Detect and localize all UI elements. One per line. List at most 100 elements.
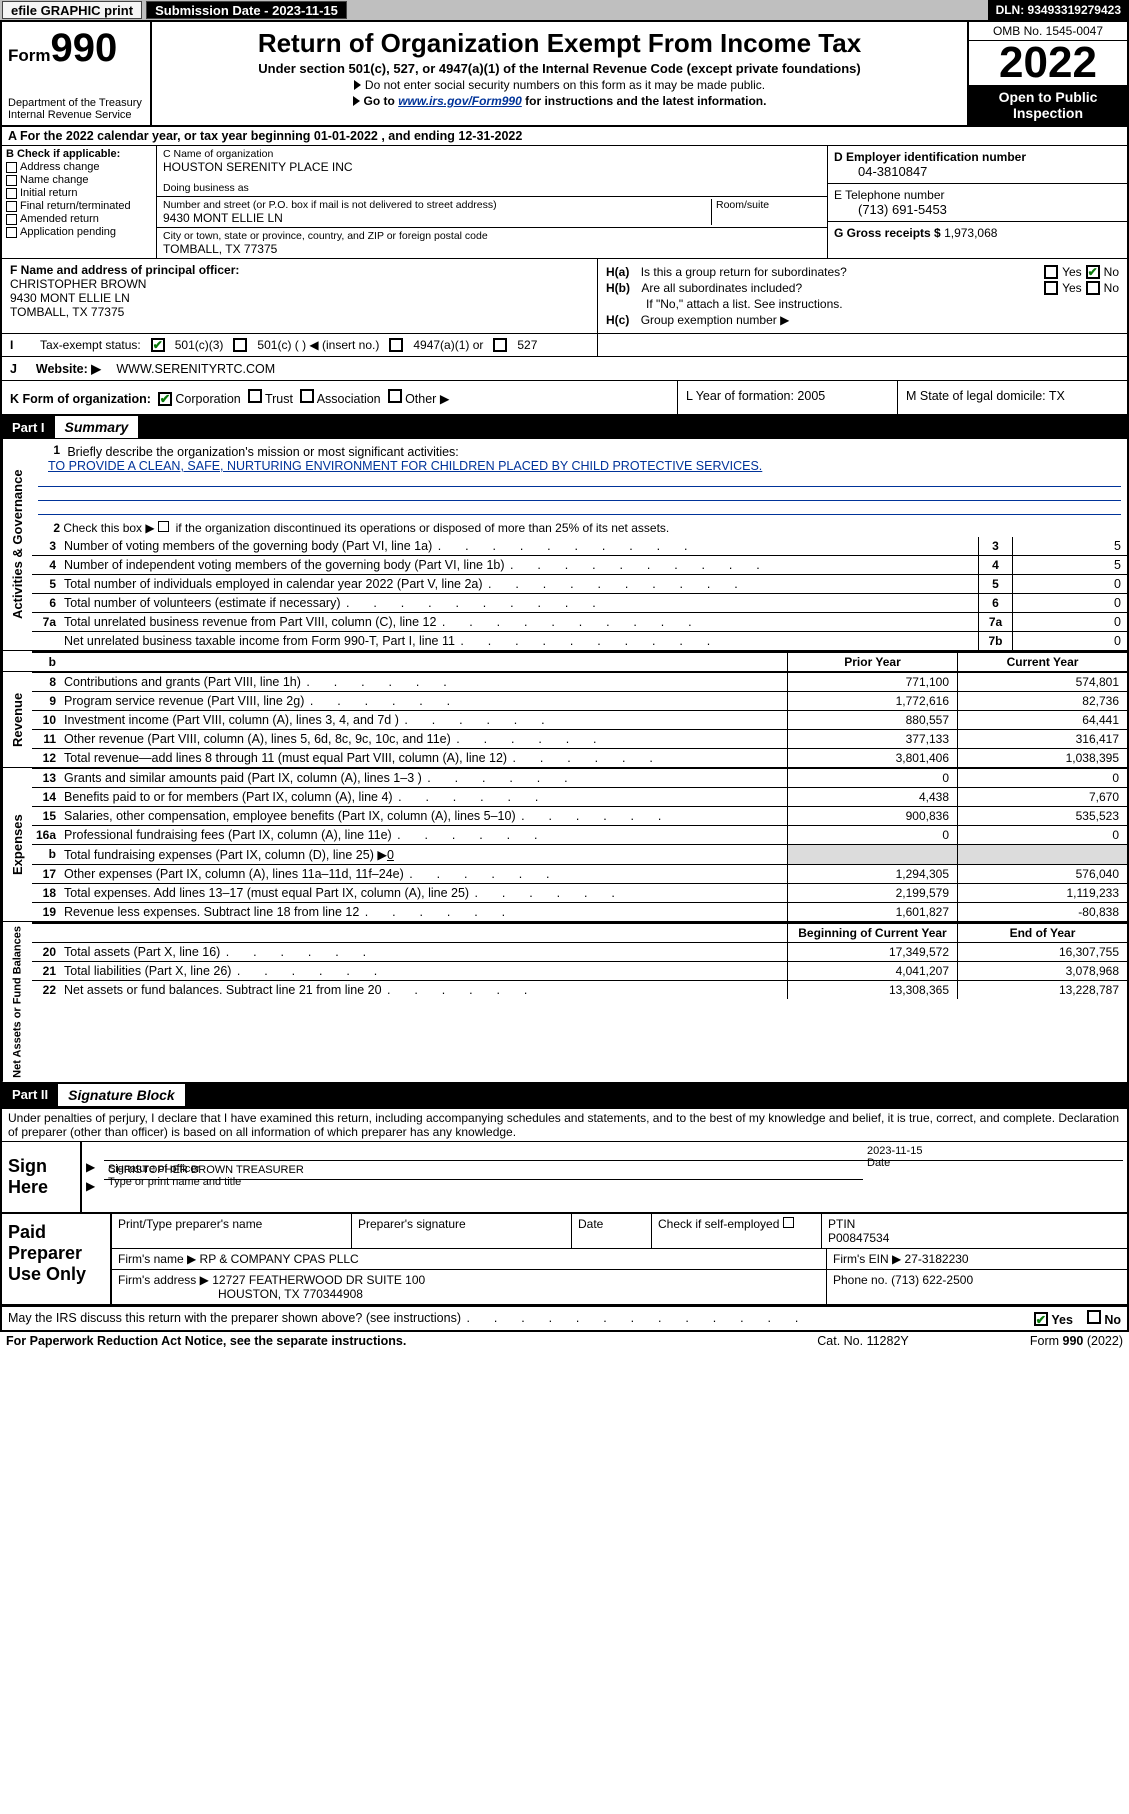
- prep-h2: Date: [572, 1214, 652, 1248]
- line-num: 22: [32, 981, 60, 999]
- checkbox-icon: [6, 175, 17, 186]
- c-addr-cell: Number and street (or P.O. box if mail i…: [157, 197, 827, 228]
- i-527-checkbox[interactable]: [493, 338, 507, 352]
- current-year-value: 1,038,395: [957, 749, 1127, 767]
- row-klm: K Form of organization: ✔ Corporation Tr…: [2, 381, 1127, 416]
- line-text: Program service revenue (Part VIII, line…: [60, 692, 787, 710]
- header-sub2: Do not enter social security numbers on …: [160, 78, 959, 92]
- current-year-value: 0: [957, 826, 1127, 844]
- l1-value: TO PROVIDE A CLEAN, SAFE, NURTURING ENVI…: [38, 459, 1121, 473]
- g-value: 1,973,068: [944, 226, 997, 240]
- toolbar-spacer: [349, 0, 988, 20]
- l16b-cy-blank: [957, 845, 1127, 864]
- line-2: 2 Check this box ▶ if the organization d…: [32, 515, 1127, 537]
- c-name-value: HOUSTON SERENITY PLACE INC: [163, 160, 821, 174]
- form-page: Form990 Department of the Treasury Inter…: [0, 22, 1129, 1332]
- k-cell: K Form of organization: ✔ Corporation Tr…: [2, 381, 677, 414]
- check-application-pending[interactable]: Application pending: [6, 226, 152, 238]
- m-cell: M State of legal domicile: TX: [897, 381, 1127, 414]
- gov-line: 6Total number of volunteers (estimate if…: [32, 593, 1127, 612]
- efile-print-button[interactable]: efile GRAPHIC print: [2, 1, 142, 19]
- line-colnum: 3: [978, 537, 1012, 555]
- line-text: Number of voting members of the governin…: [60, 537, 978, 555]
- check-name-change[interactable]: Name change: [6, 174, 152, 186]
- b-label: b: [32, 653, 60, 671]
- tax-year: 2022: [969, 41, 1127, 85]
- part-ii-header: Part II Signature Block: [2, 1084, 1127, 1107]
- i-501c-checkbox[interactable]: [233, 338, 247, 352]
- line-value: 0: [1012, 632, 1127, 650]
- check-address-change[interactable]: Address change: [6, 161, 152, 173]
- line-text: Professional fundraising fees (Part IX, …: [60, 826, 787, 844]
- line-text: Grants and similar amounts paid (Part IX…: [60, 769, 787, 787]
- data-line: 16aProfessional fundraising fees (Part I…: [32, 825, 1127, 844]
- vlabel-revenue: Revenue: [2, 672, 32, 767]
- sig-name-cell: CHRISTOPHER BROWN TREASURER Type or prin…: [104, 1179, 863, 1193]
- line-num: 19: [32, 903, 60, 921]
- gov-line: 3Number of voting members of the governi…: [32, 537, 1127, 555]
- g-label: G Gross receipts $: [834, 226, 941, 240]
- top-toolbar: efile GRAPHIC print Submission Date - 20…: [0, 0, 1129, 22]
- k-assoc-checkbox[interactable]: [300, 389, 314, 403]
- line-num: 20: [32, 943, 60, 961]
- prior-year-value: 900,836: [787, 807, 957, 825]
- i-501c3-checkbox[interactable]: ✔: [151, 338, 165, 352]
- line-num: 8: [32, 673, 60, 691]
- line-text: Investment income (Part VIII, column (A)…: [60, 711, 787, 729]
- hb-no-checkbox[interactable]: [1086, 281, 1100, 295]
- may-no-checkbox[interactable]: [1087, 1310, 1101, 1324]
- i-4947-checkbox[interactable]: [389, 338, 403, 352]
- paid-preparer-label: Paid Preparer Use Only: [2, 1214, 112, 1304]
- line-text: Contributions and grants (Part VIII, lin…: [60, 673, 787, 691]
- prior-year-value: 17,349,572: [787, 943, 957, 961]
- self-employed-checkbox[interactable]: [783, 1217, 794, 1228]
- e-value: (713) 691-5453: [834, 202, 1121, 217]
- gov-line: 4Number of independent voting members of…: [32, 555, 1127, 574]
- line-value: 0: [1012, 594, 1127, 612]
- k-corp-checkbox[interactable]: ✔: [158, 392, 172, 406]
- line-num: 13: [32, 769, 60, 787]
- k-other-checkbox[interactable]: [388, 389, 402, 403]
- l2-checkbox[interactable]: [158, 521, 169, 532]
- ha-no-checkbox[interactable]: ✔: [1086, 265, 1100, 279]
- check-amended[interactable]: Amended return: [6, 213, 152, 225]
- prep-addr: Firm's address ▶ 12727 FEATHERWOOD DR SU…: [112, 1270, 827, 1304]
- c-name-cell: C Name of organization HOUSTON SERENITY …: [157, 146, 827, 197]
- c-addr-label: Number and street (or P.O. box if mail i…: [163, 199, 711, 211]
- current-year-value: 64,441: [957, 711, 1127, 729]
- current-year-value: 7,670: [957, 788, 1127, 806]
- dln-label: DLN: 93493319279423: [988, 0, 1129, 20]
- line-text: Total number of individuals employed in …: [60, 575, 978, 593]
- data-line: 15Salaries, other compensation, employee…: [32, 806, 1127, 825]
- arrow-icon: ▶: [86, 1160, 104, 1177]
- checkbox-icon: [6, 188, 17, 199]
- na-header-row: Beginning of Current Year End of Year: [32, 922, 1127, 942]
- current-year-value: -80,838: [957, 903, 1127, 921]
- check-final-return[interactable]: Final return/terminated: [6, 200, 152, 212]
- irs-link[interactable]: www.irs.gov/Form990: [398, 94, 522, 108]
- i-label: Tax-exempt status:: [40, 338, 141, 352]
- data-line: 17Other expenses (Part IX, column (A), l…: [32, 864, 1127, 883]
- row-a-period: A For the 2022 calendar year, or tax yea…: [2, 127, 1127, 146]
- data-line: 10Investment income (Part VIII, column (…: [32, 710, 1127, 729]
- sect-expenses: Expenses 13Grants and similar amounts pa…: [2, 768, 1127, 922]
- line-num: [32, 632, 60, 650]
- ha-yes-checkbox[interactable]: [1044, 265, 1058, 279]
- i-opt1: 501(c)(3): [175, 338, 224, 352]
- hb-yes-checkbox[interactable]: [1044, 281, 1058, 295]
- current-year-value: 535,523: [957, 807, 1127, 825]
- l1-label: Briefly describe the organization's miss…: [63, 443, 462, 459]
- current-year-header: Current Year: [957, 653, 1127, 671]
- i-opt3: 4947(a)(1) or: [413, 338, 483, 352]
- na-begin-header: Beginning of Current Year: [787, 924, 957, 942]
- line-1-mission: 1 Briefly describe the organization's mi…: [32, 439, 1127, 515]
- col-c-block: C Name of organization HOUSTON SERENITY …: [157, 146, 827, 258]
- d-ein-cell: D Employer identification number 04-3810…: [828, 146, 1127, 184]
- may-yes-checkbox[interactable]: ✔: [1034, 1312, 1048, 1326]
- line-text: Other revenue (Part VIII, column (A), li…: [60, 730, 787, 748]
- form-num-digits: 990: [51, 26, 118, 70]
- line-colnum: 7a: [978, 613, 1012, 631]
- line-value: 5: [1012, 556, 1127, 574]
- check-initial-return[interactable]: Initial return: [6, 187, 152, 199]
- k-trust-checkbox[interactable]: [248, 389, 262, 403]
